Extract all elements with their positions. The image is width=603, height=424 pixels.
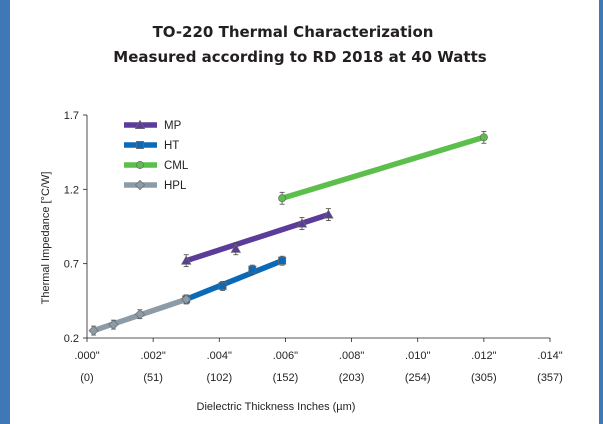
series-hpl-point xyxy=(88,325,99,336)
series-mp-point xyxy=(296,218,308,228)
series-cml xyxy=(278,130,488,205)
chart-panel: TO-220 Thermal Characterization Measured… xyxy=(10,0,599,424)
legend-item-mp: MP xyxy=(124,119,182,132)
x-tick-label: .010" xyxy=(405,350,430,362)
series-hpl-point xyxy=(108,319,119,330)
y-tick-label: 0.7 xyxy=(64,259,79,271)
x-axis-label: Dielectric Thickness Inches (µm) xyxy=(197,401,356,413)
legend-item-cml: CML xyxy=(124,160,189,172)
thermal-impedance-chart: TO-220 Thermal Characterization Measured… xyxy=(40,23,563,413)
x-tick-sublabel: (152) xyxy=(273,372,299,384)
series-hpl xyxy=(88,294,192,336)
chart-subtitle: Measured according to RD 2018 at 40 Watt… xyxy=(113,48,486,66)
series-mp-point xyxy=(181,255,192,265)
series-mp-line xyxy=(185,211,330,264)
x-tick-sublabel: (102) xyxy=(206,372,232,384)
x-tick-label: .008" xyxy=(339,350,364,362)
x-tick-label: .002" xyxy=(140,350,165,362)
y-tick-label: 1.7 xyxy=(64,110,79,122)
legend-marker-mp xyxy=(134,119,146,129)
x-tick-label: .012" xyxy=(471,350,496,362)
series-hpl-point xyxy=(134,309,146,320)
y-tick-label: 1.2 xyxy=(64,184,79,196)
series-cml-line xyxy=(281,134,485,201)
legend-marker-hpl xyxy=(134,179,146,191)
series-ht xyxy=(182,255,287,305)
x-tick-sublabel: (51) xyxy=(143,372,163,384)
series-mp xyxy=(181,208,334,268)
series-cml-point xyxy=(479,133,488,142)
legend-label-hpl: HPL xyxy=(164,180,187,192)
series-hpl-point xyxy=(181,294,192,305)
x-tick-label: .006" xyxy=(273,350,298,362)
series-layer xyxy=(88,130,488,336)
x-tick-label: .014" xyxy=(537,350,562,362)
chart-axes: 0.2 0.7 1.2 1.7 .000" (0) .002" (51) .004" (102).… xyxy=(64,110,563,384)
series-ht-point xyxy=(218,282,227,290)
legend-label-ht: HT xyxy=(164,140,179,152)
x-tick-sublabel: (357) xyxy=(537,372,563,384)
x-tick-sublabel: (203) xyxy=(339,372,365,384)
series-mp-point xyxy=(230,243,242,253)
series-mp-point xyxy=(323,209,334,219)
legend-label-mp: MP xyxy=(164,120,182,132)
legend-item-ht: HT xyxy=(124,140,179,152)
y-axis-label: Thermal Impedance [°C/W] xyxy=(40,172,52,305)
legend-item-hpl: HPL xyxy=(124,179,187,192)
chart-title: TO-220 Thermal Characterization xyxy=(153,23,434,41)
x-tick-sublabel: (254) xyxy=(405,372,431,384)
series-ht-line xyxy=(185,258,284,302)
legend: MP HT CML HPL xyxy=(124,119,189,192)
series-cml-point xyxy=(278,194,287,203)
x-tick-sublabel: (305) xyxy=(471,372,497,384)
series-ht-point xyxy=(278,256,287,265)
x-tick-sublabel: (0) xyxy=(80,372,93,384)
legend-label-cml: CML xyxy=(164,160,189,172)
x-tick-label: .004" xyxy=(207,350,232,362)
legend-marker-ht xyxy=(136,141,144,149)
x-tick-label: .000" xyxy=(74,350,99,362)
legend-marker-cml xyxy=(136,161,144,169)
series-ht-point xyxy=(248,265,257,274)
y-tick-label: 0.2 xyxy=(64,333,79,345)
